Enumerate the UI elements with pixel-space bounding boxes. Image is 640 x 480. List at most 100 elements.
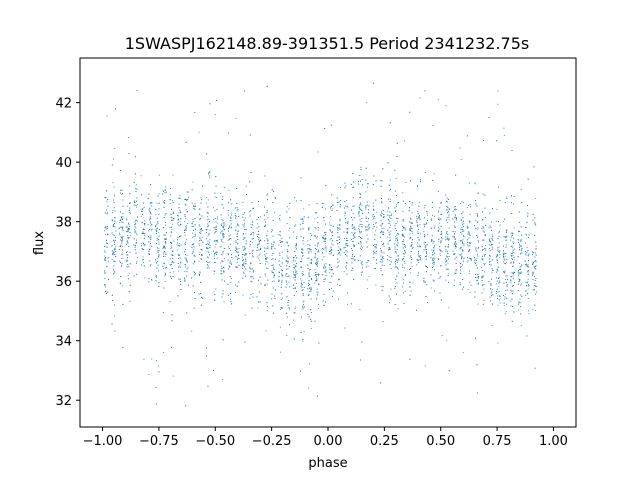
scatter-point xyxy=(438,218,439,220)
scatter-point xyxy=(242,259,244,261)
scatter-point xyxy=(157,250,159,252)
scatter-point xyxy=(207,206,209,208)
scatter-points xyxy=(104,82,537,407)
scatter-point xyxy=(243,237,245,239)
scatter-point xyxy=(325,263,327,265)
scatter-point xyxy=(104,197,106,198)
scatter-point xyxy=(402,220,404,222)
scatter-point xyxy=(332,240,333,242)
scatter-point xyxy=(351,209,353,211)
scatter-point xyxy=(169,202,171,204)
scatter-point xyxy=(213,255,215,257)
scatter-point xyxy=(127,238,129,240)
scatter-point xyxy=(228,230,229,232)
scatter-point xyxy=(171,250,173,252)
scatter-point xyxy=(389,190,391,192)
scatter-point xyxy=(405,246,407,248)
scatter-point xyxy=(468,231,470,233)
scatter-point xyxy=(303,282,305,283)
scatter-point xyxy=(496,288,498,290)
scatter-point xyxy=(127,237,129,239)
scatter-point xyxy=(506,285,508,287)
scatter-point xyxy=(272,245,274,247)
scatter-point xyxy=(251,281,253,283)
scatter-point xyxy=(512,285,513,287)
scatter-point xyxy=(121,264,123,266)
scatter-point xyxy=(424,172,426,173)
scatter-point xyxy=(375,180,377,182)
scatter-point xyxy=(396,230,397,231)
scatter-point xyxy=(257,223,259,225)
scatter-point xyxy=(324,240,326,242)
scatter-point xyxy=(440,234,442,235)
scatter-point xyxy=(289,324,290,326)
scatter-point xyxy=(177,214,178,216)
scatter-point xyxy=(315,228,317,230)
scatter-point xyxy=(180,284,182,285)
scatter-point xyxy=(207,262,209,263)
scatter-point xyxy=(382,321,384,322)
scatter-point xyxy=(294,266,296,268)
scatter-point xyxy=(459,240,461,242)
scatter-point xyxy=(184,228,186,230)
scatter-point xyxy=(468,220,470,222)
scatter-point xyxy=(207,226,208,228)
scatter-point xyxy=(518,242,519,243)
scatter-point xyxy=(250,280,252,282)
scatter-point xyxy=(381,274,383,276)
scatter-point xyxy=(504,298,506,300)
scatter-point xyxy=(447,201,449,203)
scatter-point xyxy=(352,241,354,242)
scatter-point xyxy=(266,85,268,87)
scatter-point xyxy=(308,272,310,274)
scatter-point xyxy=(534,283,536,285)
scatter-point xyxy=(381,202,383,203)
scatter-point xyxy=(360,180,361,182)
scatter-point xyxy=(186,312,188,314)
scatter-point xyxy=(236,236,238,237)
scatter-point xyxy=(264,240,265,242)
scatter-point xyxy=(440,242,442,244)
scatter-point xyxy=(147,197,149,199)
scatter-point xyxy=(295,244,297,245)
scatter-point xyxy=(256,227,258,229)
scatter-point xyxy=(496,255,498,257)
scatter-point xyxy=(242,254,244,255)
scatter-point xyxy=(258,237,260,239)
scatter-point xyxy=(352,238,354,240)
scatter-point xyxy=(155,280,157,282)
scatter-point xyxy=(322,274,324,276)
scatter-point xyxy=(352,181,354,183)
scatter-point xyxy=(323,305,325,306)
scatter-point xyxy=(122,218,123,220)
scatter-point xyxy=(229,238,230,240)
scatter-point xyxy=(358,242,360,244)
scatter-point xyxy=(430,257,432,259)
scatter-point xyxy=(462,260,464,262)
scatter-point xyxy=(222,293,224,295)
scatter-point xyxy=(323,237,324,239)
scatter-point xyxy=(360,166,362,168)
scatter-point xyxy=(309,290,311,292)
scatter-point xyxy=(375,199,377,201)
scatter-point xyxy=(143,237,145,239)
scatter-point xyxy=(134,231,136,233)
scatter-point xyxy=(445,258,446,260)
scatter-point xyxy=(184,221,186,223)
scatter-point xyxy=(104,258,106,260)
scatter-point xyxy=(214,253,216,254)
scatter-point xyxy=(368,205,370,207)
scatter-point xyxy=(178,198,180,199)
scatter-point xyxy=(106,239,107,241)
scatter-point xyxy=(250,240,252,242)
scatter-point xyxy=(209,242,210,244)
scatter-point xyxy=(193,271,195,273)
scatter-point xyxy=(467,260,469,262)
scatter-point xyxy=(187,284,189,286)
scatter-point xyxy=(272,305,274,307)
scatter-point xyxy=(448,238,450,240)
scatter-point xyxy=(404,262,406,264)
scatter-point xyxy=(143,232,144,234)
scatter-point xyxy=(361,260,363,262)
scatter-point xyxy=(468,182,470,184)
